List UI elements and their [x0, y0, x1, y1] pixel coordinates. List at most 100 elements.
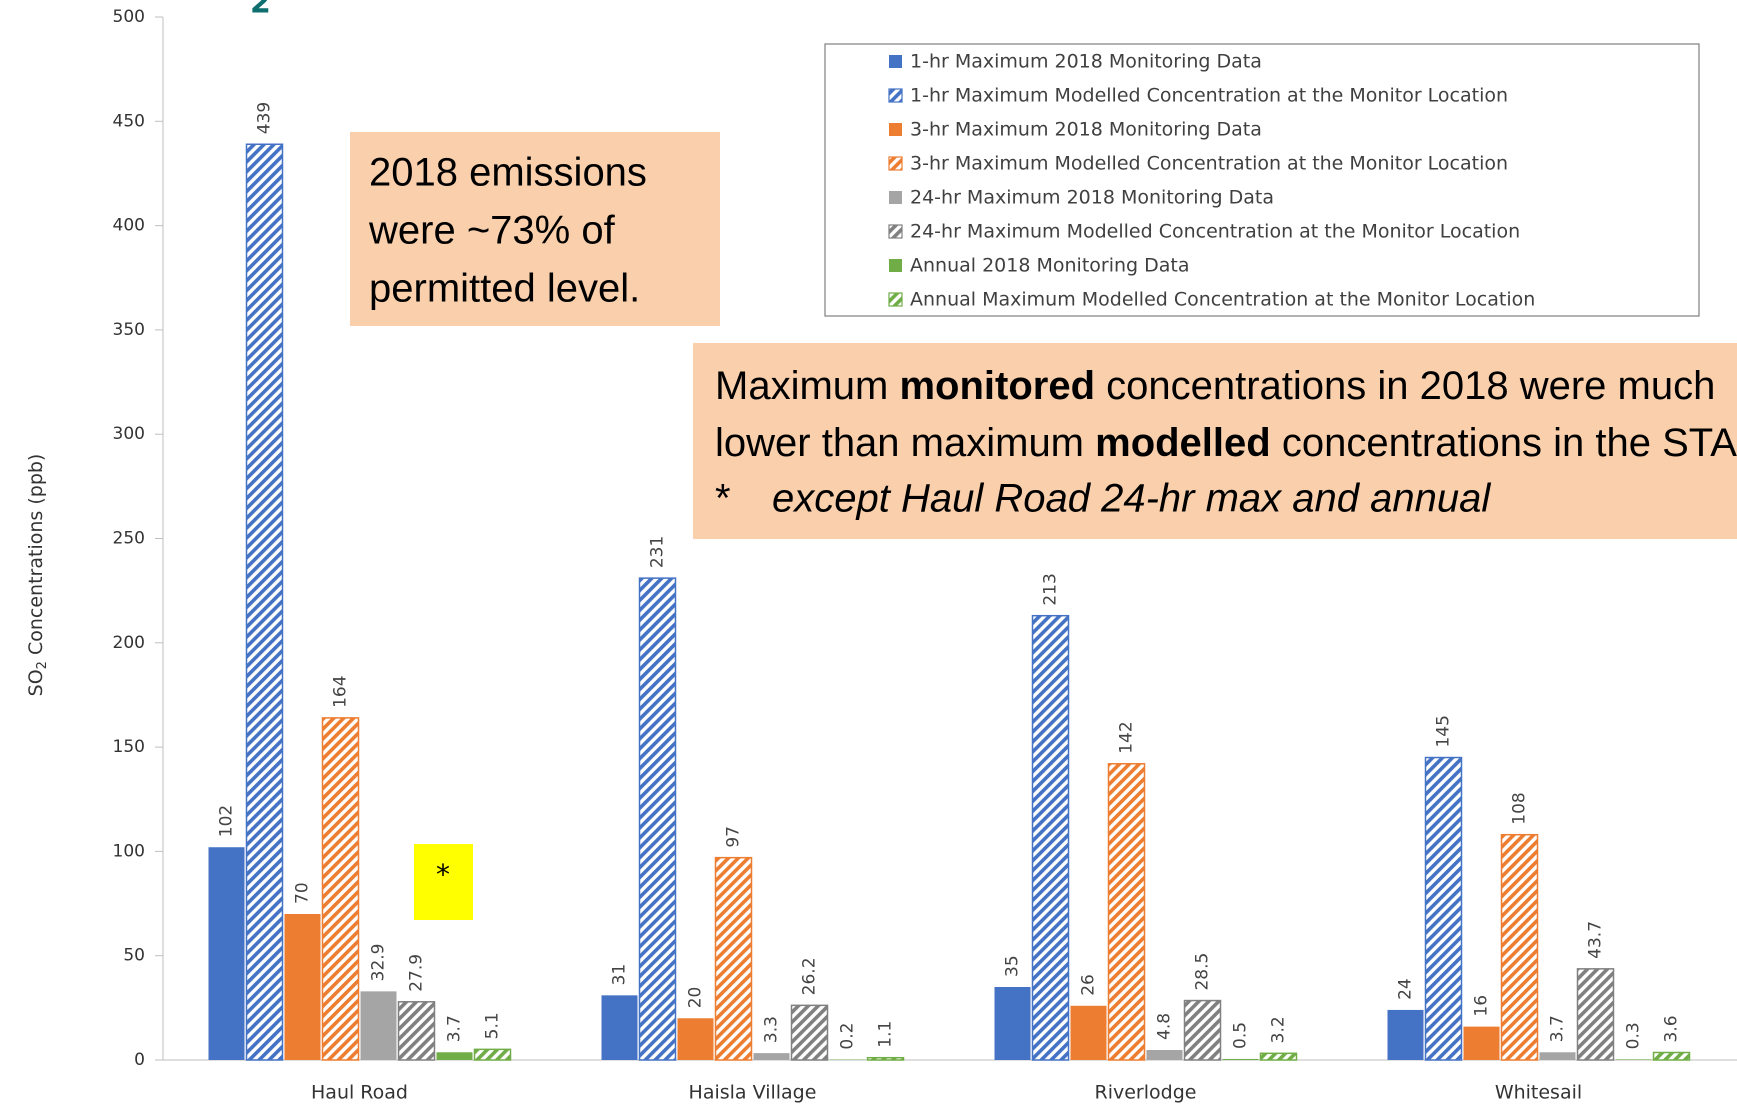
value-label: 16: [1472, 995, 1492, 1017]
bar: [1183, 999, 1222, 1061]
value-label: 231: [648, 536, 668, 568]
summary-run: concentrations in the STAR: [1271, 421, 1737, 465]
summary-line: lower than maximum modelled concentratio…: [715, 421, 1737, 465]
y-tick-label: 350: [113, 320, 145, 340]
bar: [1222, 1058, 1259, 1060]
legend-label: Annual 2018 Monitoring Data: [910, 255, 1190, 277]
value-label: 102: [217, 805, 237, 837]
x-tick-label: Haul Road: [311, 1082, 408, 1104]
bar: [436, 1052, 473, 1060]
legend-swatch: [888, 224, 903, 239]
legend-swatch: [888, 156, 903, 171]
value-label: 0.2: [838, 1023, 858, 1050]
bar: [1576, 968, 1615, 1061]
y-label-sub: 2: [35, 661, 50, 669]
y-tick-label: 50: [123, 946, 145, 966]
legend-swatch: [888, 88, 903, 103]
bar: [397, 1001, 436, 1061]
legend: [824, 43, 1700, 317]
emissions-note: 2018 emissions were ~73% of permitted leve…: [368, 151, 647, 311]
value-label: 43.7: [1586, 921, 1606, 959]
value-label: 27.9: [407, 954, 427, 992]
bar: [284, 913, 321, 1060]
value-label: 26.2: [800, 957, 820, 995]
y-label-rest: Concentrations (ppb): [25, 454, 47, 661]
summary-run: monitored: [899, 364, 1095, 408]
y-tick-label: 300: [113, 424, 145, 444]
bar: [677, 1018, 714, 1060]
value-label: 439: [255, 102, 275, 134]
value-label: 5.1: [483, 1012, 503, 1039]
bar: [1031, 614, 1070, 1061]
bar: [1539, 1052, 1576, 1060]
y-tick-label: 400: [113, 216, 145, 236]
y-tick-label: 500: [113, 7, 145, 27]
bar: [1424, 756, 1463, 1061]
legend-label: 1-hr Maximum Modelled Concentration at t…: [910, 85, 1508, 107]
value-label: 145: [1434, 715, 1454, 747]
bar: [208, 847, 245, 1060]
bar: [1259, 1052, 1298, 1061]
bar: [245, 143, 284, 1061]
exception-note: except Haul Road 24-hr max and annual: [772, 477, 1491, 521]
bar: [1146, 1049, 1183, 1060]
annotation-box: [350, 132, 720, 326]
legend-label: 24-hr Maximum 2018 Monitoring Data: [910, 187, 1274, 209]
summary-run: modelled: [1095, 421, 1271, 465]
value-label: 142: [1117, 721, 1137, 753]
value-label: 0.5: [1231, 1022, 1251, 1049]
value-label: 26: [1079, 974, 1099, 996]
y-label-main: SO: [25, 669, 47, 696]
star: *: [436, 858, 450, 891]
legend-label: 1-hr Maximum 2018 Monitoring Data: [910, 51, 1262, 73]
exception-marker: *: [715, 477, 731, 521]
emissions-line: were ~73% of: [368, 209, 616, 253]
value-label: 3.2: [1269, 1016, 1289, 1043]
plot-area: 0 50 100 150 200 250 300 350 400 450 500 Haul Road 1…: [113, 7, 1737, 1104]
bar: [1615, 1059, 1652, 1060]
legend-swatch: [889, 259, 902, 272]
value-label: 3.7: [445, 1015, 465, 1042]
legend-label: 24-hr Maximum Modelled Concentration at …: [910, 221, 1520, 243]
bar: [714, 856, 753, 1061]
emissions-line: 2018 emissions: [369, 151, 647, 195]
legend-label: Annual Maximum Modelled Concentration at…: [910, 289, 1535, 311]
value-label: 213: [1041, 573, 1061, 605]
x-tick-label: Haisla Village: [689, 1082, 817, 1104]
bar: [601, 995, 638, 1060]
emissions-line: permitted level.: [369, 267, 640, 311]
value-label: 108: [1510, 792, 1530, 824]
y-tick-label: 450: [113, 111, 145, 131]
y-tick-label: 200: [113, 633, 145, 653]
bar: [638, 577, 677, 1061]
summary-run: Maximum: [715, 364, 899, 408]
x-tick-label: Riverlodge: [1095, 1082, 1197, 1104]
value-label: 24: [1396, 978, 1416, 1000]
value-label: 3.6: [1662, 1015, 1682, 1042]
legend-label: 3-hr Maximum 2018 Monitoring Data: [910, 119, 1262, 141]
value-label: 70: [293, 882, 313, 904]
legend-swatch: [889, 191, 902, 204]
value-label: 164: [331, 675, 351, 707]
bar: [790, 1004, 829, 1061]
title-fragment: 2: [250, 0, 271, 21]
value-label: 1.1: [876, 1021, 896, 1048]
summary-line: Maximum monitored concentrations in 2018…: [715, 364, 1715, 408]
y-axis-label: SO2 Concentrations (ppb): [25, 454, 50, 697]
legend-label: 3-hr Maximum Modelled Concentration at t…: [910, 153, 1508, 175]
y-tick-label: 0: [134, 1050, 145, 1070]
star-box: [414, 844, 473, 920]
bar: [1652, 1051, 1691, 1061]
bar: [1500, 833, 1539, 1061]
summary-run: concentrations in 2018 were much: [1095, 364, 1715, 408]
legend-swatch: [888, 292, 903, 307]
value-label: 28.5: [1193, 953, 1213, 991]
bar: [360, 991, 397, 1060]
bar: [994, 986, 1031, 1060]
bar: [1070, 1005, 1107, 1060]
value-label: 35: [1003, 955, 1023, 977]
bar: [1107, 763, 1146, 1061]
legend-items: 1-hr Maximum 2018 Monitoring Data 1-hr Ma…: [888, 51, 1535, 311]
value-label: 0.3: [1624, 1022, 1644, 1049]
